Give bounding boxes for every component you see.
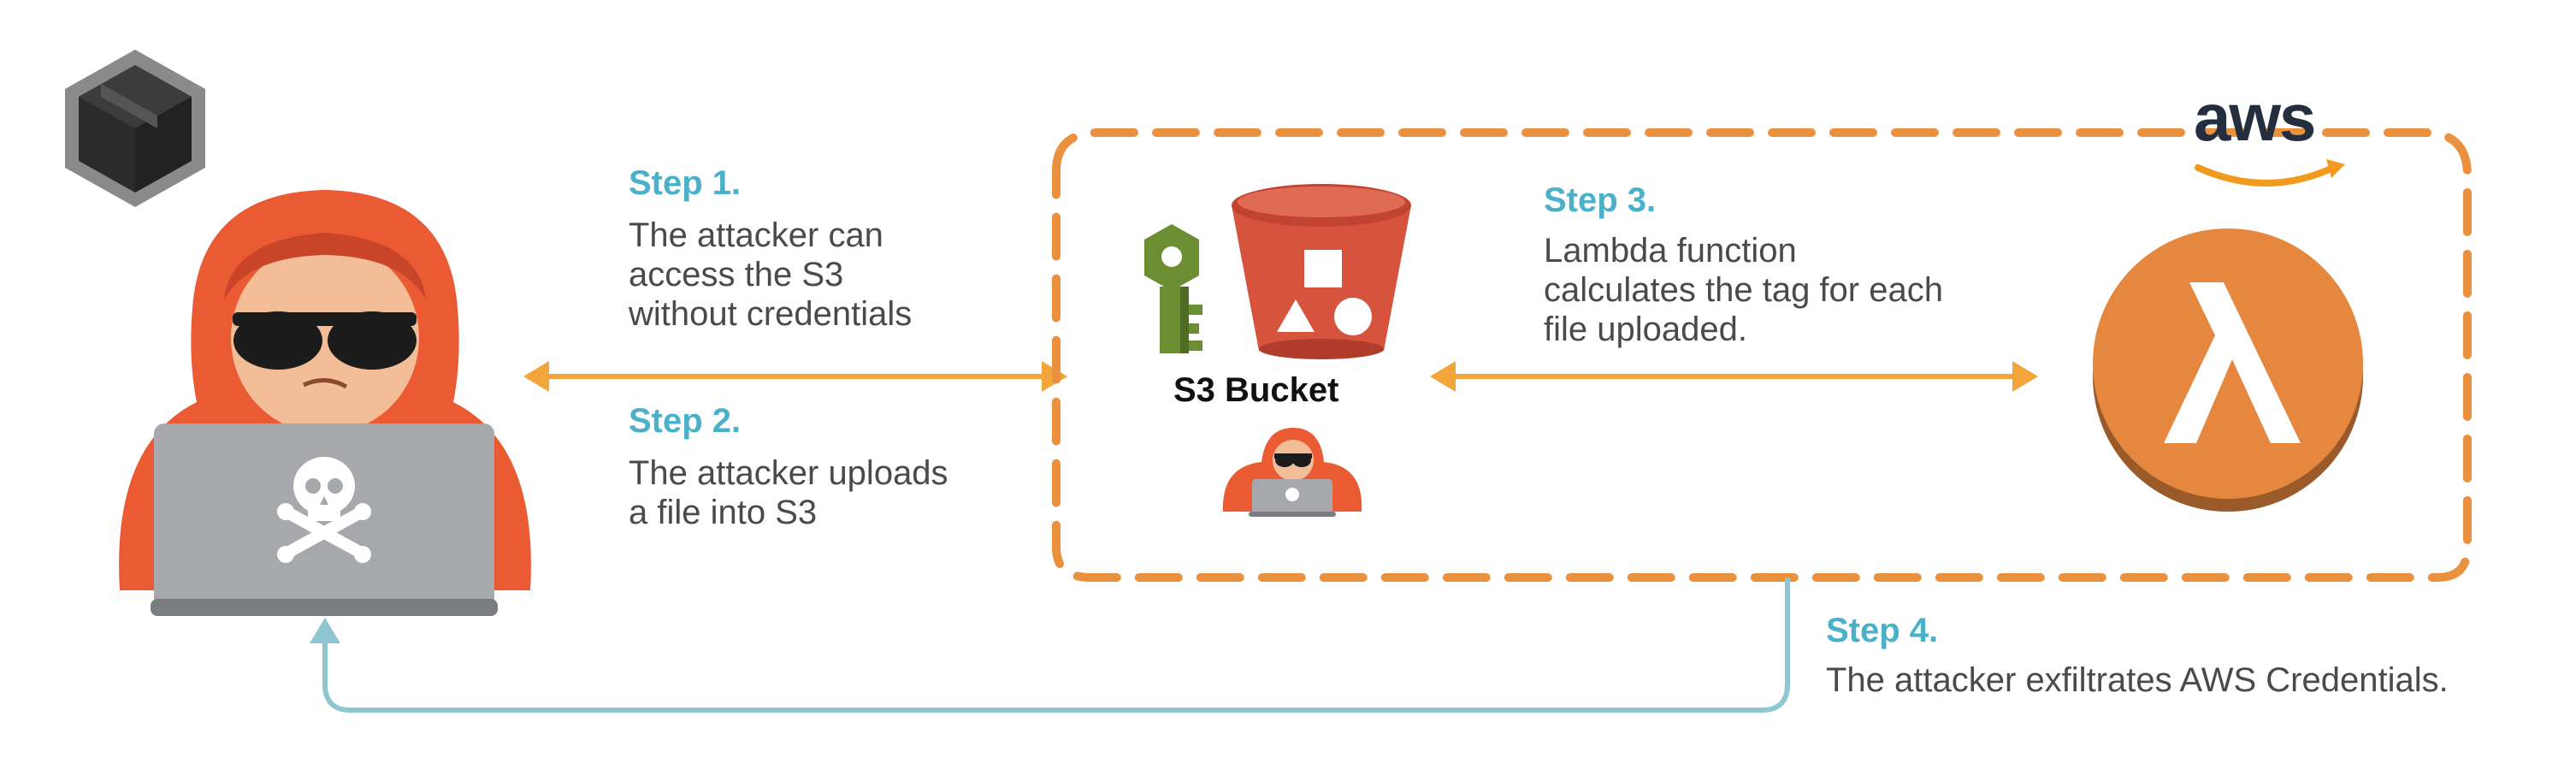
step-1-title: Step 1. [629,164,741,202]
step-3-line: file uploaded. [1544,311,1747,348]
aws-logo: aws [2194,80,2316,155]
s3-bucket-label: S3 Bucket [1173,371,1339,409]
small-hacker-icon [1222,428,1362,517]
step-3-line: calculates the tag for each [1544,271,1943,309]
step-2-title: Step 2. [629,402,741,440]
key-icon [1144,224,1202,353]
arrow-attacker-bucket [523,361,1067,392]
step-3-line: Lambda function [1544,232,1797,270]
step-4-text: The attacker exfiltrates AWS Credentials… [1826,660,2449,700]
package-icon [65,50,205,207]
step-3-text: Lambda function calculates the tag for e… [1544,231,1943,349]
step-1-line: without credentials [629,295,913,333]
step-2-line: The attacker uploads [629,454,948,492]
step-1-text: The attacker can access the S3 without c… [629,216,912,334]
step-4-line: The attacker exfiltrates AWS Credentials… [1826,661,2449,699]
aws-smile-icon [2195,159,2345,187]
s3-bucket-icon [1232,184,1411,359]
skull-icon [277,457,371,563]
step-3-title: Step 3. [1544,181,1657,219]
step-1-line: The attacker can [629,216,883,254]
step-2-text: The attacker uploads a file into S3 [629,453,948,532]
step-4-title: Step 4. [1826,612,1939,649]
step-2-line: a file into S3 [629,494,818,531]
lambda-icon [2093,228,2363,512]
arrow-bucket-lambda [1430,361,2038,392]
arrow-exfiltration [310,578,1790,713]
step-1-line: access the S3 [629,256,844,293]
